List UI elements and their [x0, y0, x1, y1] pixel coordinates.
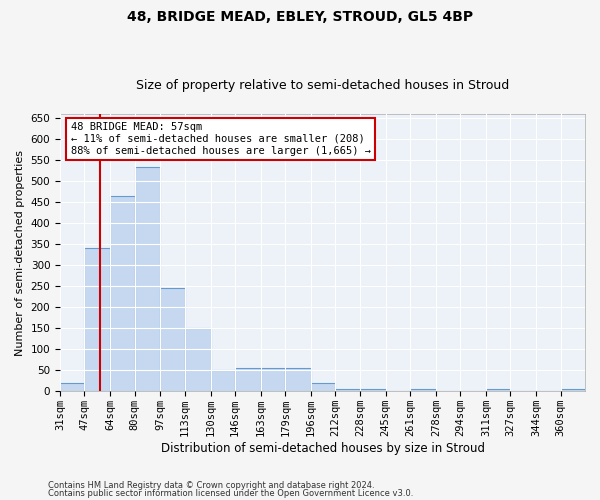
Bar — [486, 389, 511, 392]
Bar — [285, 368, 311, 392]
Text: 48 BRIDGE MEAD: 57sqm
← 11% of semi-detached houses are smaller (208)
88% of sem: 48 BRIDGE MEAD: 57sqm ← 11% of semi-deta… — [71, 122, 371, 156]
Text: Contains HM Land Registry data © Crown copyright and database right 2024.: Contains HM Land Registry data © Crown c… — [48, 481, 374, 490]
Bar — [185, 328, 211, 392]
Text: 48, BRIDGE MEAD, EBLEY, STROUD, GL5 4BP: 48, BRIDGE MEAD, EBLEY, STROUD, GL5 4BP — [127, 10, 473, 24]
Y-axis label: Number of semi-detached properties: Number of semi-detached properties — [15, 150, 25, 356]
Bar — [311, 383, 335, 392]
Bar — [60, 383, 85, 392]
Bar — [360, 389, 386, 392]
X-axis label: Distribution of semi-detached houses by size in Stroud: Distribution of semi-detached houses by … — [161, 442, 485, 455]
Bar — [134, 166, 160, 392]
Bar — [85, 248, 110, 392]
Bar — [160, 288, 185, 392]
Bar — [560, 389, 585, 392]
Bar — [335, 389, 360, 392]
Bar — [261, 368, 285, 392]
Bar — [110, 196, 134, 392]
Bar — [235, 368, 261, 392]
Bar — [410, 389, 436, 392]
Text: Contains public sector information licensed under the Open Government Licence v3: Contains public sector information licen… — [48, 488, 413, 498]
Title: Size of property relative to semi-detached houses in Stroud: Size of property relative to semi-detach… — [136, 79, 509, 92]
Bar — [211, 370, 235, 392]
